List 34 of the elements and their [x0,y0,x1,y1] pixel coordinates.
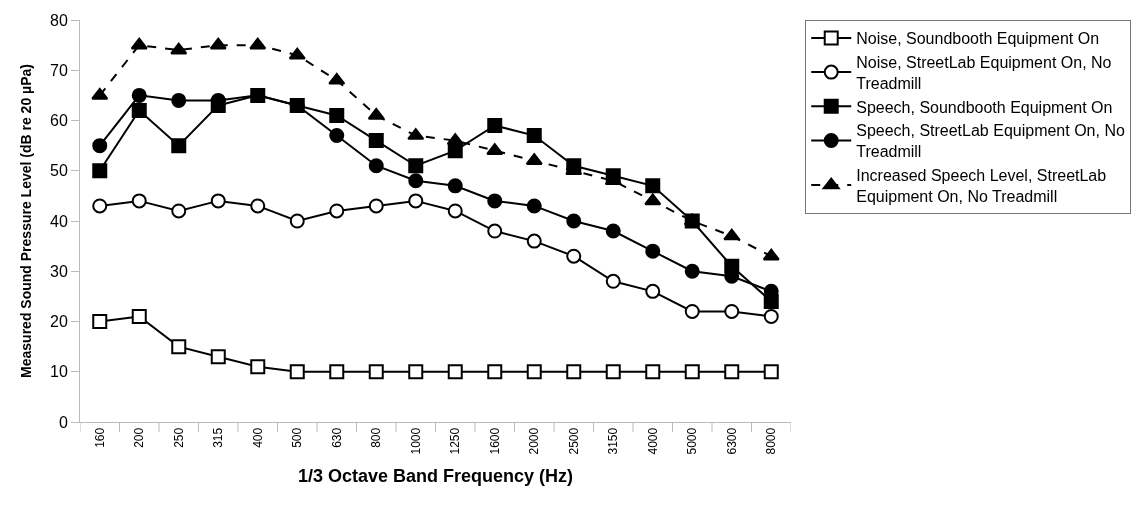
y-tick-label: 50 [50,162,68,180]
x-tick-label: 6300 [724,427,739,455]
y-tick-label: 40 [50,212,68,230]
legend-label: Speech, Soundbooth Equipment On [856,98,1113,116]
x-tick-label: 200 [132,427,147,448]
x-tick-label: 1600 [487,427,502,455]
y-axis-title: Measured Sound Pressure Level (dB re 20 µPa) [17,64,34,378]
legend-label: Noise, StreetLab Equipment On, No Treadmill [856,53,1112,92]
x-tick-label: 4000 [645,427,660,455]
x-tick-label: 315 [211,427,226,448]
x-tick-label: 2500 [566,427,581,455]
x-tick-label: 1000 [408,427,423,455]
x-tick-label: 8000 [764,427,779,455]
x-tick-label: 160 [92,427,107,448]
legend-label: Noise, Soundbooth Equipment On [856,30,1100,48]
x-tick-label: 630 [329,427,344,448]
y-tick-label: 70 [50,61,68,79]
x-tick-label: 500 [290,427,305,448]
y-tick-label: 0 [58,413,68,431]
x-tick-label: 5000 [685,427,700,455]
x-axis-title: 1/3 Octave Band Frequency (Hz) [297,465,574,486]
x-tick-label: 2000 [527,427,542,455]
y-tick-label: 60 [50,112,68,130]
y-tick-label: 10 [50,363,68,381]
legend-label: Increased Speech Level, StreetLab Equipment On, No Treadmill [856,166,1107,205]
x-tick-label: 1250 [448,427,463,455]
x-tick-label: 800 [369,427,384,448]
legend-label: Speech, StreetLab Equipment On, No Treadmill [856,122,1125,161]
y-tick-label: 30 [50,262,68,280]
y-tick-label: 80 [50,11,68,29]
x-tick-label: 400 [250,427,265,448]
x-tick-label: 3150 [606,427,621,455]
x-tick-label: 250 [171,427,186,448]
y-tick-label: 20 [50,313,68,331]
